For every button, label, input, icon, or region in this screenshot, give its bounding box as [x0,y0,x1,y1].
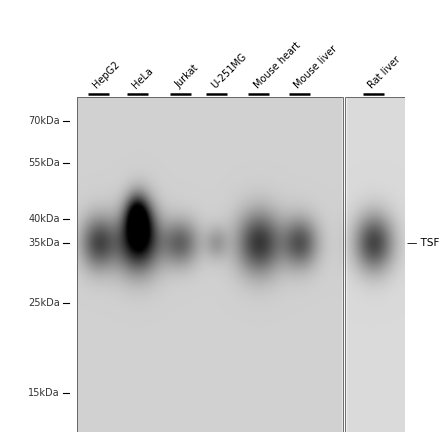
Text: 15kDa: 15kDa [29,388,60,398]
Text: — TSFM: — TSFM [407,238,440,248]
Bar [77,97,343,432]
Text: 25kDa: 25kDa [28,298,60,307]
Text: 35kDa: 35kDa [29,238,60,248]
Bar [345,97,405,432]
Text: 70kDa: 70kDa [29,116,60,126]
Text: HeLa: HeLa [131,66,155,90]
Text: Jurkat: Jurkat [173,63,200,90]
Text: 40kDa: 40kDa [29,214,60,224]
Text: Mouse heart: Mouse heart [252,40,302,90]
Text: HepG2: HepG2 [91,60,122,90]
Text: Rat liver: Rat liver [367,54,403,90]
Text: 55kDa: 55kDa [28,158,60,168]
Text: Mouse liver: Mouse liver [293,44,340,90]
Text: U-251MG: U-251MG [209,51,248,90]
